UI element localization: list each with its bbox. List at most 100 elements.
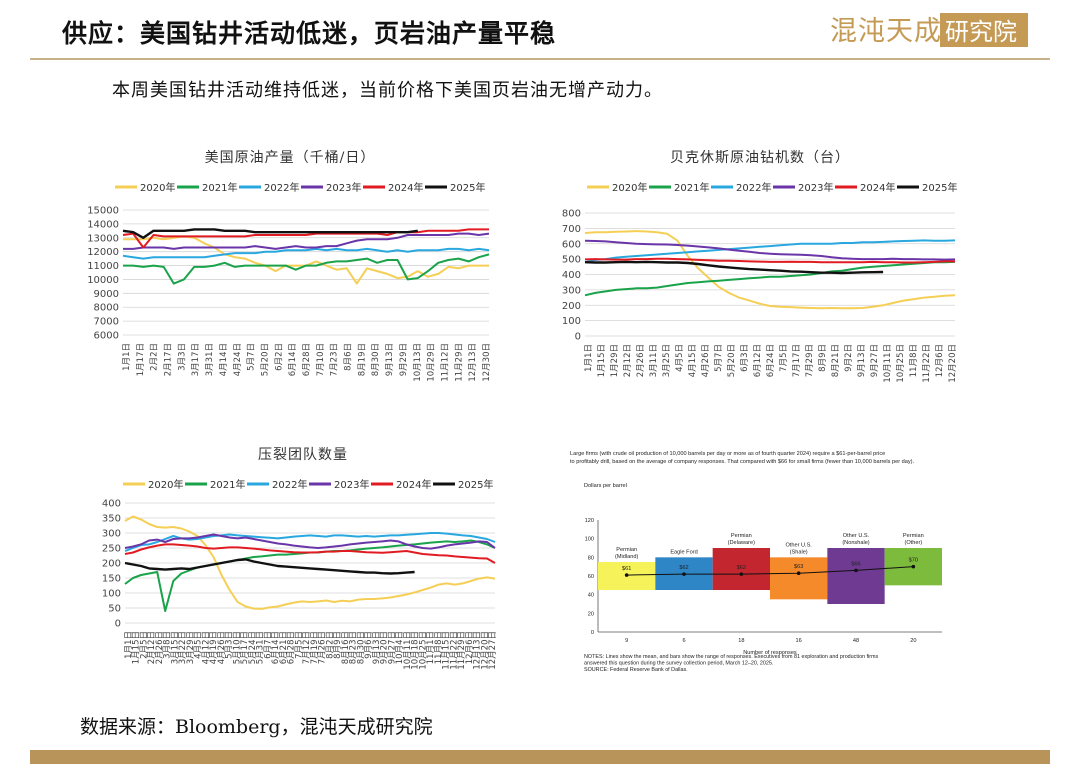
y-tick-label: 400 xyxy=(102,499,121,510)
category-label: (Delaware) xyxy=(728,540,755,546)
x-tick-label: 9月6日 xyxy=(364,631,374,659)
x-tick-label: 11月8日 xyxy=(434,631,444,664)
mean-point xyxy=(911,564,916,569)
series-line-2023年 xyxy=(124,533,496,550)
x-tick-label: 7月17日 xyxy=(792,344,802,377)
series-line-2022年 xyxy=(122,247,490,260)
x-tick-label: 1月15日 xyxy=(597,344,607,377)
x-tick-label: 11月29日 xyxy=(457,631,467,670)
category-label: (Midland) xyxy=(615,554,638,560)
x-tick-label: 5月3日 xyxy=(225,631,235,659)
x-tick-label: 3月11日 xyxy=(649,344,659,377)
y-tick-label: 0 xyxy=(115,619,121,630)
x-tick-label: 11月22日 xyxy=(922,344,932,383)
y-tick-label: 13000 xyxy=(87,233,119,244)
x-tick-label: 3月17日 xyxy=(191,343,201,376)
chart-crude-production: 美国原油产量（千桶/日） 2020年 2021年 2022年 2023年 2024年 202… xyxy=(85,140,505,390)
y-tick-label: 100 xyxy=(102,589,121,600)
responses-label: 20 xyxy=(910,638,916,644)
x-tick-label: 8月6日 xyxy=(344,343,354,371)
y-tick-label: 6000 xyxy=(94,331,119,342)
y-tick-label: 300 xyxy=(562,285,581,296)
y-tick-label: 50 xyxy=(108,604,121,615)
x-tick-label: 5月20日 xyxy=(260,343,270,376)
x-tick-label: 3月29日 xyxy=(186,631,196,664)
x-tick-label: 7月26日 xyxy=(318,631,328,664)
x-tick-label: 1月1日 xyxy=(122,343,132,371)
x-tick-label: 9月27日 xyxy=(387,631,397,664)
series-line-2024年 xyxy=(124,543,496,564)
x-tick-label: 5月20日 xyxy=(727,344,737,377)
x-tick-label: 12月6日 xyxy=(935,344,945,377)
x-tick-label: 12月27日 xyxy=(488,631,498,670)
x-tick-label: 2月5日 xyxy=(139,631,149,659)
series-line-2023年 xyxy=(584,239,956,261)
x-tick-label: 6月14日 xyxy=(271,631,281,664)
brand-logo: 混沌天成 研究院 xyxy=(830,13,1028,47)
footnote: SOURCE: Federal Reserve Bank of Dallas. xyxy=(584,667,688,673)
category-label: Eagle Ford xyxy=(670,549,697,555)
category-label: Permian xyxy=(616,547,637,553)
range-bar xyxy=(770,557,828,600)
x-tick-label: 5月10日 xyxy=(232,631,242,664)
y-tick-label: 120 xyxy=(585,518,594,524)
x-tick-label: 6月2日 xyxy=(274,343,284,371)
x-tick-label: 10月18日 xyxy=(411,631,421,670)
page-title: 供应：美国钻井活动低迷，页岩油产量平稳 xyxy=(62,19,557,48)
y-tick-label: 500 xyxy=(562,255,581,266)
chart-baker-hughes-rigs: 贝克休斯原油钻机数（台） 2020年 2021年 2022年 2023年 2024年 202… xyxy=(545,140,975,390)
category-label: Permian xyxy=(731,533,752,539)
category-label: (Shale) xyxy=(790,549,808,555)
x-tick-label: 7月23日 xyxy=(330,343,340,376)
series-line-2025年 xyxy=(124,558,415,575)
series-line-2020年 xyxy=(124,515,496,610)
x-axis-label: Number of responses xyxy=(743,650,797,656)
responses-label: 6 xyxy=(682,638,685,644)
legend-label: 2023年 xyxy=(334,478,369,491)
x-tick-label: 10月4日 xyxy=(395,631,405,664)
legend-label: 2024年 xyxy=(396,478,431,491)
legend-label: 2021年 xyxy=(674,181,709,194)
legend-label: 2024年 xyxy=(860,181,895,194)
x-tick-label: 4月15日 xyxy=(688,344,698,377)
y-axis-label: Dollars per barrel xyxy=(584,483,627,489)
note-top-line2: to profitably drill, based on the averag… xyxy=(570,459,915,465)
range-bar xyxy=(712,548,770,590)
x-tick-label: 8月21日 xyxy=(831,344,841,377)
category-label: (Nonshale) xyxy=(842,540,869,546)
legend-label: 2023年 xyxy=(798,181,833,194)
x-tick-label: 1月1日 xyxy=(124,631,134,659)
x-tick-label: 4月12日 xyxy=(201,631,211,664)
y-tick-label: 15000 xyxy=(87,206,119,217)
x-tick-label: 3月22日 xyxy=(178,631,188,664)
footnote: NOTES: Lines show the mean, and bars sho… xyxy=(584,654,879,660)
x-tick-label: 2月12日 xyxy=(147,631,157,664)
x-tick-label: 11月1日 xyxy=(426,631,436,664)
x-tick-label: 11月8日 xyxy=(909,344,919,377)
x-tick-label: 5月24日 xyxy=(248,631,258,664)
x-tick-label: 10月25日 xyxy=(418,631,428,670)
y-tick-label: 60 xyxy=(588,574,594,580)
y-tick-label: 350 xyxy=(102,514,121,525)
x-tick-label: 12月30日 xyxy=(482,343,492,382)
mean-label: $62 xyxy=(679,565,688,571)
mean-line xyxy=(626,566,914,576)
x-tick-label: 10月11日 xyxy=(403,631,413,670)
x-tick-label: 9月2日 xyxy=(844,344,854,372)
y-tick-label: 0 xyxy=(575,332,581,343)
x-tick-label: 6月7日 xyxy=(263,631,273,659)
x-tick-label: 8月2日 xyxy=(325,631,335,659)
y-tick-label: 10000 xyxy=(87,275,119,286)
x-tick-label: 10月13日 xyxy=(413,343,423,382)
x-tick-label: 3月15日 xyxy=(170,631,180,664)
legend-label: 2022年 xyxy=(264,181,299,194)
footer-bar xyxy=(30,750,1050,764)
mean-label: $62 xyxy=(737,565,746,571)
x-tick-label: 6月14日 xyxy=(288,343,298,376)
x-tick-label: 11月29日 xyxy=(454,343,464,382)
x-tick-label: 7月5日 xyxy=(294,631,304,659)
x-tick-label: 11月22日 xyxy=(449,631,459,670)
legend-label: 2025年 xyxy=(458,478,493,491)
y-tick-label: 150 xyxy=(102,574,121,585)
y-tick-label: 11000 xyxy=(87,261,119,272)
